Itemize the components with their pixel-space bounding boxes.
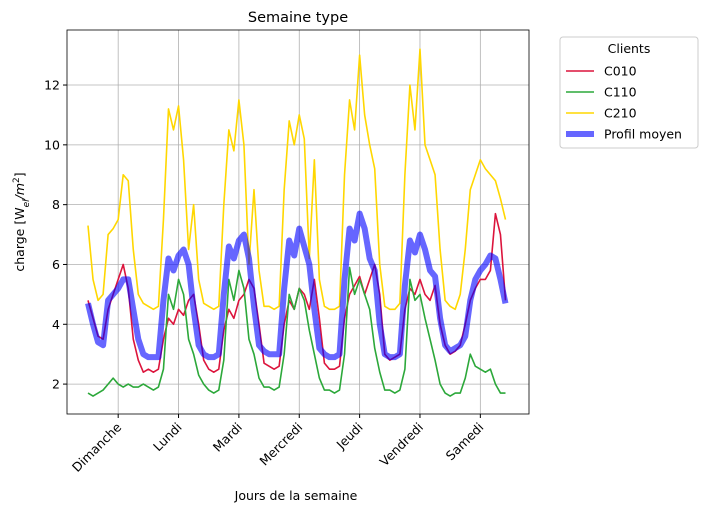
legend: Clients C010 C110 C210 Profil moyen [559, 36, 699, 149]
chart-title: Semaine type [248, 10, 348, 26]
series-line [85, 210, 509, 361]
grid [67, 30, 529, 414]
legend-label: Profil moyen [604, 127, 682, 142]
x-tick-label: Vendredi [377, 420, 427, 470]
x-tick-label: Dimanche [69, 419, 125, 475]
y-axis-title-part: /m [12, 183, 27, 200]
y-tick-label: 10 [44, 137, 60, 152]
series-line [87, 48, 507, 311]
legend-label: C210 [604, 106, 637, 121]
x-tick-label: Lundi [150, 420, 185, 455]
x-tick-label: Samedi [443, 420, 487, 464]
y-axis-title-part: el [22, 199, 32, 208]
y-axis-title-part: 2 [12, 177, 22, 183]
x-tick-label: Mercredi [256, 420, 305, 469]
y-tick-label: 4 [52, 317, 60, 332]
series-line [87, 266, 506, 397]
x-axis-title: Jours de la semaine [234, 488, 358, 503]
y-tick-label: 2 [52, 377, 60, 392]
y-tick-label: 6 [52, 257, 60, 272]
y-axis-title: charge [Wel/m2] [12, 172, 32, 271]
legend-box [559, 36, 699, 149]
y-tick-label: 8 [52, 197, 60, 212]
x-tick-label: Mardi [210, 420, 245, 455]
lines [85, 48, 509, 397]
y-axis-title-part: charge [W [12, 207, 27, 271]
legend-label: C110 [604, 85, 637, 100]
y-axis-title-part: ] [12, 172, 27, 177]
legend-title: Clients [608, 41, 651, 56]
legend-label: C010 [604, 64, 637, 79]
x-tick-label: Jeudi [333, 420, 366, 453]
plot-frame [66, 29, 530, 415]
y-tick-label: 12 [44, 78, 60, 93]
